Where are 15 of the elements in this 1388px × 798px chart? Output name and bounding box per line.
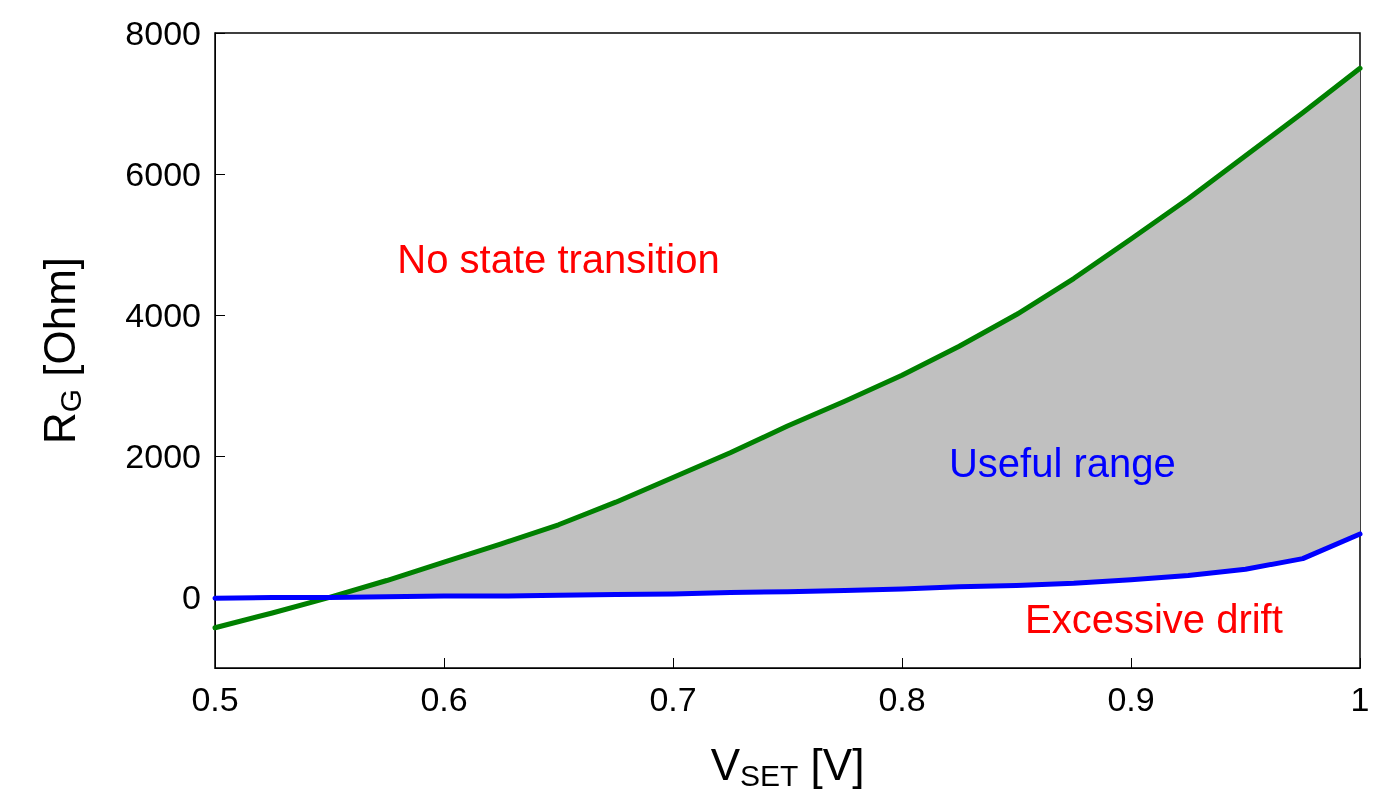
x-tick-label: 0.5: [191, 680, 239, 718]
y-tick-label: 2000: [125, 437, 201, 476]
x-tick-label: 0.6: [420, 680, 468, 718]
x-tick-label: 0.9: [1107, 680, 1155, 718]
annotation: No state transition: [397, 236, 720, 281]
x-tick-label: 1: [1350, 680, 1370, 718]
x-tick-label: 0.7: [649, 680, 697, 718]
x-tick-label: 0.8: [878, 680, 926, 718]
y-tick-label: 4000: [125, 296, 201, 335]
annotation: Useful range: [948, 441, 1176, 486]
y-tick-label: 8000: [125, 14, 201, 52]
annotation: Excessive drift: [1024, 596, 1283, 641]
y-axis-title: RG [Ohm]: [34, 256, 87, 445]
y-tick-label: 6000: [125, 155, 201, 194]
y-tick-label: 0: [182, 578, 201, 617]
